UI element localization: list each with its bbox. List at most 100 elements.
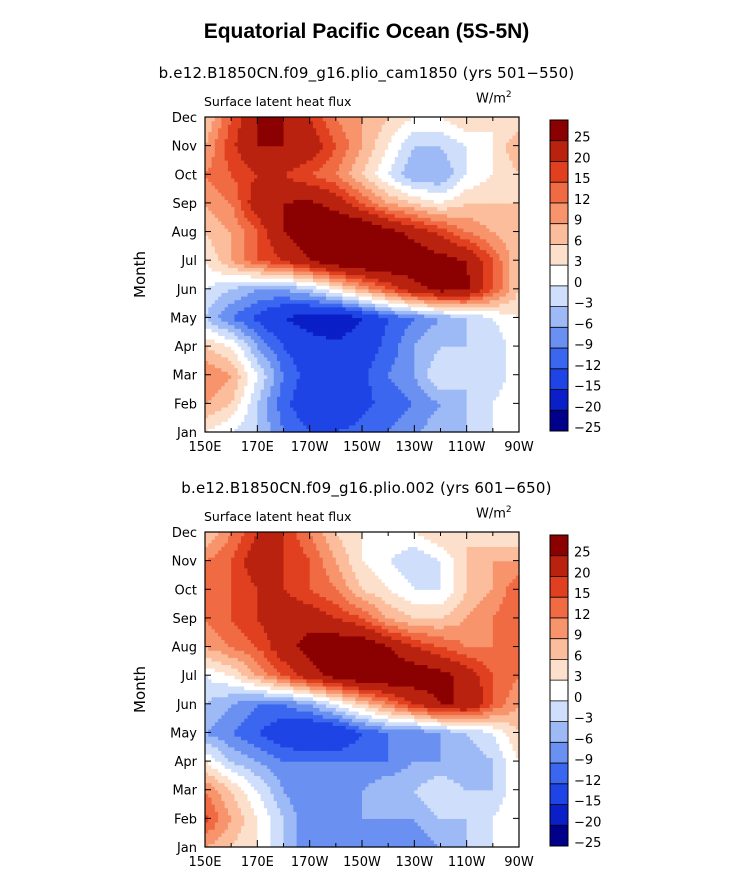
heatmap-cell [280, 249, 285, 254]
heatmap-cell [263, 360, 268, 365]
heatmap-cell [476, 317, 481, 322]
heatmap-cell [280, 306, 285, 311]
heatmap-cell [309, 299, 314, 304]
heatmap-cell [381, 256, 386, 261]
heatmap-cell [466, 324, 471, 329]
heatmap-cell [352, 381, 357, 387]
heatmap-cell [296, 292, 301, 297]
heatmap-cell [433, 392, 438, 397]
heatmap-cell [401, 249, 406, 254]
heatmap-cell [433, 385, 438, 390]
heatmap-cell [335, 421, 340, 426]
heatmap-cell [276, 256, 281, 261]
heatmap-cell [496, 285, 500, 290]
heatmap-cell [218, 263, 222, 268]
heatmap-cell [312, 288, 317, 293]
heatmap-cell [394, 299, 399, 304]
heatmap-cell [460, 399, 464, 404]
heatmap-cell [355, 424, 360, 430]
heatmap-cell [286, 428, 291, 433]
heatmap-cell [283, 421, 288, 426]
heatmap-cell [290, 306, 294, 311]
heatmap-cell [352, 346, 357, 351]
heatmap-cell [273, 392, 278, 397]
heatmap-cell [296, 267, 301, 272]
heatmap-cell [244, 335, 249, 340]
heatmap-cell [231, 245, 236, 251]
heatmap-cell [299, 288, 304, 293]
heatmap-cell [407, 349, 412, 354]
heatmap-cell [515, 303, 520, 308]
heatmap-cell [342, 363, 347, 369]
heatmap-cell [430, 406, 435, 412]
heatmap-cell [479, 417, 484, 422]
heatmap-cell [443, 274, 448, 279]
heatmap-cell [492, 292, 497, 297]
heatmap-cell [397, 321, 402, 326]
heatmap-cell [430, 299, 435, 304]
heatmap-cell [276, 367, 281, 372]
heatmap-cell [424, 267, 429, 272]
heatmap-cell [335, 385, 340, 390]
heatmap-cell [496, 349, 500, 354]
heatmap-cell [509, 335, 514, 340]
heatmap-cell [450, 392, 455, 397]
heatmap-cell [411, 374, 415, 379]
heatmap-cell [447, 288, 451, 293]
heatmap-cell [378, 378, 383, 383]
heatmap-cell [404, 417, 409, 422]
heatmap-cell [205, 270, 209, 276]
heatmap-cell [515, 385, 520, 390]
heatmap-cell [447, 403, 451, 408]
heatmap-cell [355, 346, 360, 351]
heatmap-cell [211, 321, 216, 326]
heatmap-cell [348, 324, 353, 329]
heatmap-cell [496, 288, 500, 293]
heatmap-cell [237, 385, 242, 390]
heatmap-cell [414, 331, 419, 336]
heatmap-cell [420, 310, 425, 315]
heatmap-cell [368, 360, 373, 365]
heatmap-cell [483, 342, 487, 347]
heatmap-cell [280, 410, 285, 415]
heatmap-cell [466, 260, 471, 265]
heatmap-cell [483, 356, 487, 362]
heatmap-cell [273, 367, 278, 372]
heatmap-cell [502, 346, 507, 351]
heatmap-cell [476, 342, 481, 347]
heatmap-cell [254, 331, 258, 336]
heatmap-cell [496, 253, 500, 258]
heatmap-cell [378, 338, 383, 344]
heatmap-cell [352, 260, 357, 265]
heatmap-cell [489, 303, 494, 308]
heatmap-cell [211, 313, 216, 319]
heatmap-cell [440, 349, 445, 354]
heatmap-cell [362, 385, 366, 390]
heatmap-cell [378, 274, 383, 279]
heatmap-cell [424, 363, 429, 369]
heatmap-cell [227, 414, 232, 419]
heatmap-cell [326, 324, 330, 329]
heatmap-cell [473, 263, 478, 268]
heatmap-cell [515, 263, 520, 268]
heatmap-cell [260, 256, 265, 261]
heatmap-cell [244, 389, 249, 394]
heatmap-cell [443, 367, 448, 372]
heatmap-cell [208, 278, 213, 283]
heatmap-cell [293, 288, 298, 293]
heatmap-cell [463, 253, 468, 258]
heatmap-cell [469, 267, 474, 272]
heatmap-cell [512, 274, 517, 279]
heatmap-cell [450, 378, 455, 383]
heatmap-cell [496, 356, 500, 362]
heatmap-cell [427, 371, 432, 376]
heatmap-cell [339, 410, 343, 415]
heatmap-cell [257, 346, 262, 351]
heatmap-cell [316, 270, 321, 276]
heatmap-cell [263, 303, 268, 308]
heatmap-cell [479, 356, 484, 362]
heatmap-cell [352, 353, 357, 358]
heatmap-cell [489, 381, 494, 387]
heatmap-cell [260, 385, 265, 390]
heatmap-cell [227, 374, 232, 379]
